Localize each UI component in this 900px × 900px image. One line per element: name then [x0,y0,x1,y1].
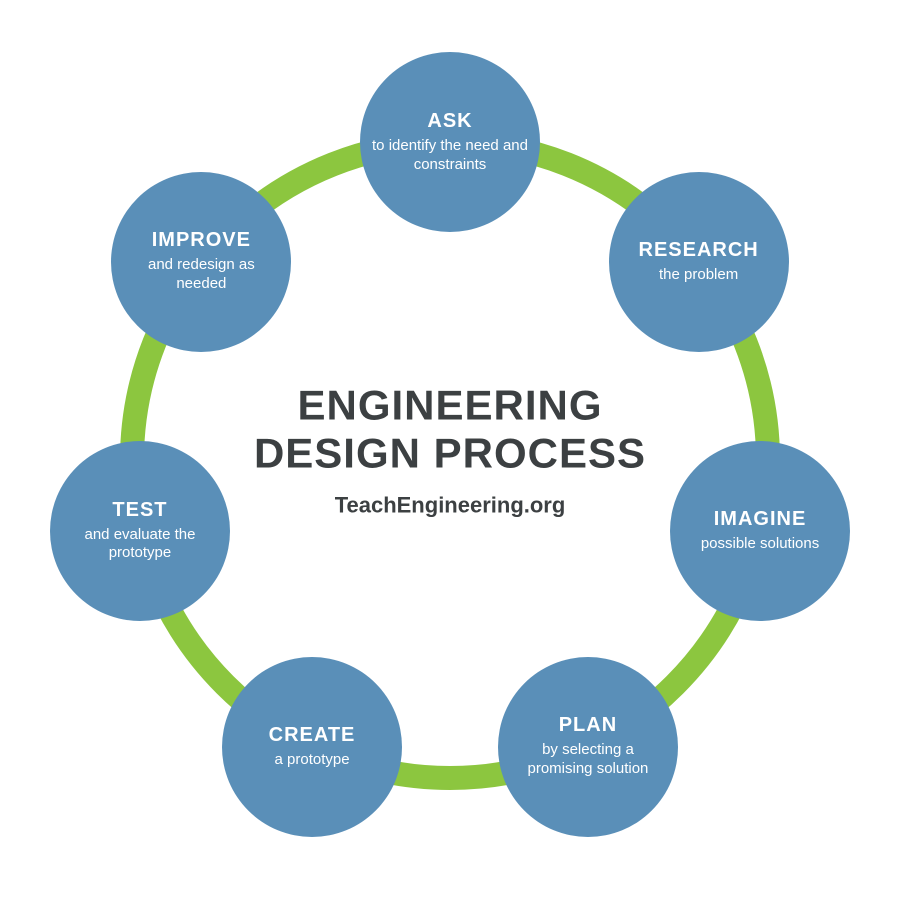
step-title: RESEARCH [639,239,759,262]
center-label: ENGINEERING DESIGN PROCESS TeachEngineer… [190,382,710,519]
step-title: ASK [427,110,472,133]
center-title-line2: DESIGN PROCESS [254,430,646,477]
center-title: ENGINEERING DESIGN PROCESS [190,382,710,479]
process-step: PLAN by selecting a promising solution [498,657,678,837]
step-desc: a prototype [275,751,350,770]
step-title: IMAGINE [714,508,807,531]
process-step: IMAGINE possible solutions [670,441,850,621]
process-step: ASK to identify the need and constraints [360,52,540,232]
process-step: CREATE a prototype [222,657,402,837]
center-subtitle: TeachEngineering.org [190,492,710,518]
process-step: RESEARCH the problem [609,172,789,352]
step-title: PLAN [559,714,617,737]
step-desc: possible solutions [701,535,819,554]
step-desc: and redesign as needed [123,256,279,294]
step-title: IMPROVE [152,229,251,252]
process-step: TEST and evaluate the prototype [50,441,230,621]
process-step: IMPROVE and redesign as needed [111,172,291,352]
step-title: CREATE [269,724,356,747]
step-desc: by selecting a promising solution [510,741,666,779]
step-desc: the problem [659,266,738,285]
cycle-diagram: ENGINEERING DESIGN PROCESS TeachEngineer… [0,0,900,900]
step-title: TEST [112,499,167,522]
step-desc: to identify the need and constraints [372,137,528,175]
step-desc: and evaluate the prototype [62,526,218,564]
center-title-line1: ENGINEERING [297,382,602,429]
